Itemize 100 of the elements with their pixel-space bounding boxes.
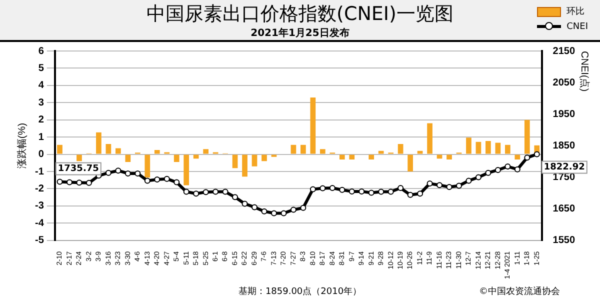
bar	[203, 149, 208, 154]
point	[252, 204, 258, 210]
point	[193, 190, 200, 197]
point	[320, 185, 326, 192]
y-tick-label: 3	[38, 97, 44, 108]
bar	[106, 144, 112, 154]
bar	[76, 154, 82, 162]
chart-title: 中国尿素出口价格指数(CNEI)一览图	[146, 3, 454, 25]
bar	[378, 150, 384, 154]
point	[348, 188, 355, 194]
bar	[242, 154, 248, 177]
bar	[476, 142, 482, 154]
point	[417, 190, 424, 197]
point	[534, 151, 540, 158]
point	[222, 188, 228, 195]
bar	[300, 144, 306, 154]
data-label: 1822.92	[544, 162, 585, 173]
point	[154, 176, 160, 182]
y2-tick-label: 1850	[552, 140, 576, 152]
bar	[154, 150, 160, 154]
point	[456, 182, 462, 189]
point	[290, 206, 296, 213]
text: 基期：1859.00点（2010年）	[238, 287, 362, 297]
bar	[398, 144, 404, 154]
bar	[290, 144, 296, 154]
bar	[486, 141, 491, 154]
y-tick-label: 2	[38, 114, 44, 126]
point	[426, 180, 433, 187]
point	[494, 166, 501, 173]
point	[388, 188, 394, 195]
point	[56, 178, 63, 185]
bar	[116, 148, 121, 154]
text: ©中国农资流通协会	[479, 286, 560, 298]
point	[76, 180, 82, 186]
point	[504, 164, 511, 170]
y2-tick-label: 2150	[552, 46, 576, 57]
point	[144, 178, 150, 184]
y2-tick-label: 2050	[552, 77, 576, 88]
point	[368, 190, 374, 196]
bar	[193, 154, 199, 159]
point	[436, 182, 443, 188]
bar	[262, 154, 267, 162]
point	[524, 154, 530, 161]
point	[485, 170, 492, 176]
point	[174, 179, 180, 186]
y-axis-title: 涨跌幅(%)	[16, 122, 28, 168]
bar	[446, 154, 452, 160]
y-tick-label: -5	[34, 235, 44, 246]
bar	[339, 154, 345, 160]
bar	[495, 142, 501, 154]
point	[514, 166, 520, 172]
bar	[310, 97, 316, 154]
y-tick-label: 0	[38, 149, 44, 160]
point	[232, 194, 238, 200]
y-tick-label: -4	[34, 218, 44, 229]
bar	[427, 123, 432, 154]
point	[134, 170, 141, 176]
bar	[96, 132, 102, 154]
bar	[514, 154, 520, 160]
y-tick-label: 5	[38, 62, 44, 74]
point	[202, 189, 209, 196]
point	[270, 210, 277, 216]
point	[212, 188, 219, 195]
point	[86, 180, 92, 186]
point	[183, 188, 190, 195]
legend-label: CNEI	[566, 22, 588, 32]
bar	[252, 154, 258, 166]
bar	[125, 154, 131, 162]
y2-tick-label: 1650	[552, 204, 576, 215]
bar	[524, 120, 530, 154]
y2-tick-label: 1950	[552, 108, 576, 120]
y-tick-label: 1	[38, 132, 44, 143]
data-label: 1735.75	[58, 164, 99, 174]
point	[124, 170, 131, 176]
bar	[349, 154, 355, 160]
bar	[417, 150, 423, 154]
y-tick-label: -1	[34, 166, 44, 178]
point	[105, 170, 112, 176]
point	[475, 174, 482, 180]
bar	[184, 154, 190, 186]
bar	[174, 154, 180, 162]
bar	[57, 144, 62, 154]
point	[339, 186, 346, 193]
bar	[504, 144, 510, 154]
point	[115, 168, 122, 174]
point	[280, 210, 287, 216]
y2-axis-title: CNEI(点)	[578, 51, 590, 92]
chart-subtitle: 2021年1月25日发布	[250, 28, 350, 39]
bar	[368, 154, 374, 160]
bar	[408, 154, 413, 172]
point	[164, 176, 170, 182]
point	[446, 184, 452, 190]
point	[378, 188, 384, 195]
point	[300, 204, 306, 211]
y-tick-label: 4	[38, 80, 44, 92]
point	[261, 208, 268, 214]
point	[66, 179, 72, 186]
bar	[320, 149, 326, 154]
point	[466, 178, 472, 184]
bar	[144, 154, 150, 178]
